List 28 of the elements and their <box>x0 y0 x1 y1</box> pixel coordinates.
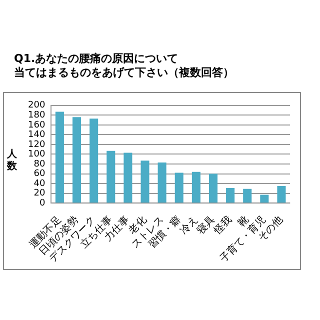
y-tick-label: 40 <box>34 178 46 189</box>
y-tick-label: 200 <box>28 100 46 111</box>
y-tick-label: 100 <box>28 150 46 160</box>
bar <box>260 194 269 203</box>
bar <box>208 174 218 203</box>
y-axis-title: 人数 <box>7 149 18 173</box>
y-tick-label: 140 <box>28 130 46 140</box>
bar <box>55 112 64 203</box>
bar <box>106 150 116 203</box>
y-tick-label: 60 <box>34 169 46 180</box>
chart-subtitle: 当てはまるものをあげて下さい（複数回答） <box>14 66 234 80</box>
bar <box>192 172 200 203</box>
bar <box>90 118 98 203</box>
y-tick-label: 180 <box>28 110 46 121</box>
chart-title: Q1.あなたの腰痛の原因について <box>14 52 178 66</box>
bar <box>158 162 166 203</box>
y-tick-label: 20 <box>34 188 46 199</box>
y-tick-label: 80 <box>34 159 46 170</box>
bar <box>72 117 82 203</box>
bar <box>174 172 184 203</box>
bar <box>243 188 252 203</box>
bar <box>226 188 235 203</box>
y-tick-label: 120 <box>28 140 46 150</box>
y-tick-label: 160 <box>28 120 46 130</box>
bar <box>124 152 132 203</box>
bar <box>140 160 150 203</box>
bar <box>277 186 286 203</box>
y-tick-label: 0 <box>39 198 46 208</box>
